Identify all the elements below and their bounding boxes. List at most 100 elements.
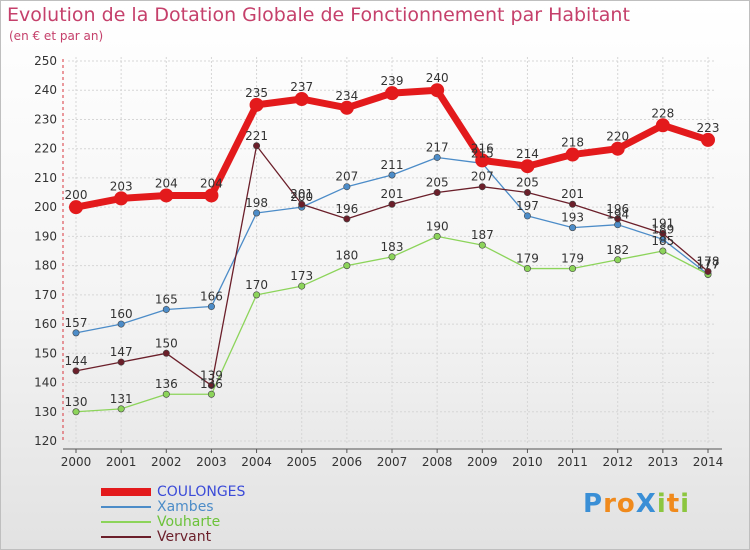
x-tick-label: 2007 [377,455,408,469]
data-point-vouharte [207,390,215,398]
x-tick-label: 2001 [106,455,137,469]
legend-label: COULONGES [157,484,246,500]
data-point-coulonges [294,92,309,106]
data-point-vervant [478,183,486,191]
data-label-xambes: 197 [516,199,539,213]
data-label-vervant: 139 [200,368,223,382]
data-label-vervant: 147 [110,345,133,359]
data-point-coulonges [475,153,490,168]
data-point-xambes [569,224,577,232]
data-label-vervant: 150 [155,336,178,350]
data-point-vervant [207,381,215,389]
legend-label: Xambes [157,499,214,515]
legend-label: Vouharte [157,514,221,530]
data-label-vervant: 201 [561,187,584,201]
series-lines [69,83,715,416]
data-point-xambes [433,153,441,161]
x-tick-label: 2011 [557,455,588,469]
data-label-vouharte: 180 [335,249,358,263]
data-point-coulonges [701,132,715,147]
data-point-vervant [298,200,306,208]
y-tick-label: 130 [34,405,57,419]
data-label-vouharte: 185 [651,234,674,248]
chart-title: Evolution de la Dotation Globale de Fonc… [7,4,630,26]
data-label-coulonges: 220 [606,130,629,144]
data-point-vouharte [343,262,351,270]
data-label-coulonges: 240 [426,71,449,85]
logo-letter: P [583,489,604,519]
data-label-xambes: 211 [381,158,404,172]
data-point-vervant [117,358,125,366]
data-point-coulonges [565,147,580,162]
data-label-vervant: 205 [516,176,539,190]
data-label-vouharte: 136 [155,377,178,391]
y-tick-label: 200 [34,200,57,214]
data-point-xambes [117,320,125,328]
x-tick-label: 2014 [693,455,724,469]
data-point-vouharte [162,390,170,398]
y-tick-label: 150 [34,346,57,360]
legend-item-xambes: Xambes [101,499,341,515]
data-point-vervant [72,367,80,375]
data-point-vervant [614,215,622,223]
x-tick-label: 2006 [332,455,363,469]
data-label-vervant: 196 [606,202,629,216]
data-point-vervant [704,267,712,275]
data-point-vouharte [253,291,261,299]
data-label-xambes: 200 [290,190,313,204]
data-label-vervant: 201 [290,187,313,201]
data-point-vouharte [523,265,531,273]
data-label-vouharte: 183 [381,240,404,254]
data-label-vouharte: 170 [245,278,268,292]
data-point-coulonges [430,83,445,98]
data-label-xambes: 207 [335,170,358,184]
x-tick-label: 2004 [241,455,272,469]
data-label-xambes: 160 [110,307,133,321]
legend-item-vervant: Vervant [101,529,341,545]
data-label-vouharte: 177 [697,257,720,271]
data-label-xambes: 194 [606,208,629,222]
logo-letter: i [680,489,691,519]
data-label-coulonges: 204 [200,176,223,190]
x-tick-label: 2000 [61,455,92,469]
data-label-coulonges: 200 [65,188,88,202]
data-point-coulonges [204,188,219,203]
legend-swatch [101,506,151,508]
data-point-xambes [388,171,396,179]
y-tick-label: 210 [34,171,57,185]
y-tick-label: 230 [34,112,57,126]
data-label-vervant: 178 [697,254,720,268]
data-label-coulonges: 203 [110,179,133,193]
data-point-xambes [162,305,170,313]
legend: COULONGES Xambes Vouharte Vervant [101,484,341,545]
data-point-vouharte [478,241,486,249]
proxiti-logo: ProXiti [583,489,690,519]
x-tick-label: 2010 [512,455,543,469]
data-label-vouharte: 131 [110,392,133,406]
data-point-xambes [523,212,531,220]
data-label-vouharte: 179 [516,252,539,266]
y-tick-label: 160 [34,317,57,331]
data-label-xambes: 217 [426,140,449,154]
data-label-vouharte: 190 [426,219,449,233]
data-point-coulonges [114,191,129,206]
data-label-coulonges: 218 [561,136,584,150]
data-label-vouharte: 136 [200,377,223,391]
data-point-vouharte [569,265,577,273]
data-point-coulonges [69,200,83,215]
data-point-vervant [433,189,441,197]
legend-item-coulonges: COULONGES [101,484,341,500]
logo-letter: t [666,489,681,519]
data-label-vervant: 196 [335,202,358,216]
logo-letter: X [635,489,657,519]
x-tick-label: 2012 [602,455,633,469]
x-tick-label: 2002 [151,455,182,469]
x-tick-label: 2005 [286,455,317,469]
legend-label: Vervant [157,529,212,545]
data-label-vervant: 144 [65,354,88,368]
data-point-vouharte [614,256,622,264]
data-label-vouharte: 187 [471,228,494,242]
data-label-vouharte: 173 [290,269,313,283]
data-label-vervant: 205 [426,176,449,190]
